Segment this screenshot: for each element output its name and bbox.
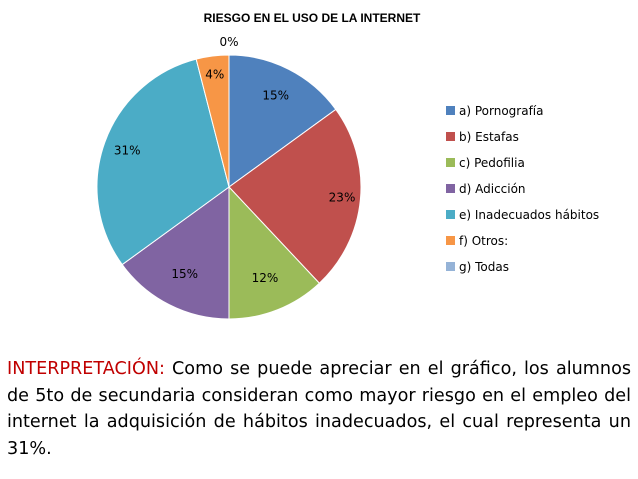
legend-swatch-c-pedofilia	[446, 158, 455, 167]
legend-label-b-estafas: b) Estafas	[459, 130, 519, 144]
pie-slice-e-inadecuados-h-bitos	[96, 58, 230, 266]
legend-label-f-otros: f) Otros:	[459, 234, 508, 248]
interpretation-paragraph: INTERPRETACIÓN: Como se puede apreciar e…	[7, 356, 631, 462]
chart-title: RIESGO EN EL USO DE LA INTERNET	[204, 11, 421, 25]
slice-label-d-adicci-n: 15%	[171, 267, 198, 281]
pie-slices	[96, 54, 362, 320]
slice-label-b-estafas: 23%	[329, 191, 356, 205]
legend-label-a-pornograf-a: a) Pornografía	[459, 104, 544, 118]
slice-label-g-todas: 0%	[219, 35, 238, 49]
legend-swatch-b-estafas	[446, 132, 455, 141]
chart-legend: a) Pornografía b) Estafas c) Pedofilia d) A…	[446, 104, 599, 274]
pie-chart: RIESGO EN EL USO DE LA INTERNET 15% 23% 12…	[96, 11, 599, 320]
pie-slice-d-adicci-n	[121, 186, 230, 320]
interpretation-heading: INTERPRETACIÓN:	[7, 359, 165, 379]
legend-swatch-a-pornograf-a	[446, 106, 455, 115]
pie-slice-b-estafas	[228, 108, 362, 284]
legend-label-g-todas: g) Todas	[459, 260, 509, 274]
slice-label-a-pornograf-a: 15%	[262, 88, 289, 102]
slice-label-e-inadecuados-h-bitos: 31%	[114, 143, 141, 157]
legend-swatch-e-inadecuados-h-bitos	[446, 210, 455, 219]
legend-swatch-g-todas	[446, 262, 455, 271]
interpretation-text: Como se puede apreciar en el gráfico, lo…	[7, 359, 631, 459]
legend-swatch-f-otros	[446, 236, 455, 245]
slice-label-c-pedofilia: 12%	[252, 271, 279, 285]
legend-swatch-d-adicci-n	[446, 184, 455, 193]
slice-label-f-otros: 4%	[205, 67, 224, 81]
pie-slice-labels: 15% 23% 12% 15% 31% 4% 0%	[114, 35, 356, 285]
legend-label-c-pedofilia: c) Pedofilia	[459, 156, 525, 170]
pie-slice-f-otros	[195, 54, 230, 188]
legend-label-d-adicci-n: d) Adicción	[459, 182, 526, 196]
legend-label-e-inadecuados-h-bitos: e) Inadecuados hábitos	[459, 208, 599, 222]
pie-slice-a-pornograf-a	[228, 54, 337, 188]
pie-slice-c-pedofilia	[228, 185, 321, 320]
